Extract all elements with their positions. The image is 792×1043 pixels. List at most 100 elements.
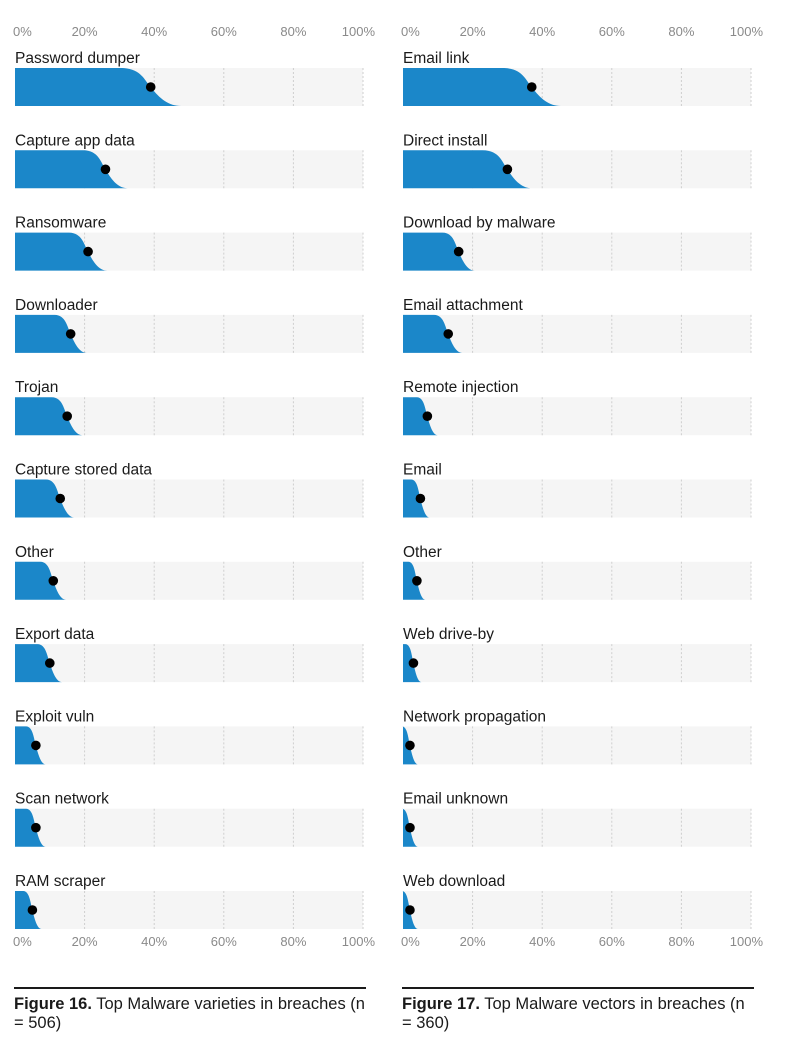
value-dot — [62, 411, 72, 422]
value-dot — [48, 576, 59, 586]
category-label: Web drive-by — [403, 626, 494, 643]
tick-label-top: 20% — [72, 24, 98, 39]
chart-panel-varieties: 0% 20% 40% 60% 80% 100% 0% 20% 40% 60% 80% 100% Pass… — [0, 0, 375, 1043]
category-label: Other — [15, 544, 54, 561]
category-label: Capture app data — [15, 132, 135, 149]
bar — [15, 644, 63, 683]
bar-track — [403, 479, 751, 518]
bar — [15, 232, 108, 271]
value-dot — [405, 740, 415, 751]
value-dot — [31, 822, 41, 833]
tick-label-top: 40% — [529, 24, 555, 39]
bar-track — [403, 726, 751, 765]
value-dot — [31, 740, 41, 751]
category-label: Scan network — [15, 791, 109, 808]
value-dot — [443, 329, 454, 339]
tick-label-bottom: 100% — [730, 934, 764, 949]
tick-label-top: 20% — [460, 24, 486, 39]
bar-track — [15, 644, 363, 683]
category-label: RAM scraper — [15, 873, 105, 890]
category-label: Capture stored data — [15, 462, 152, 479]
bar-track — [15, 726, 363, 765]
tick-label-bottom: 20% — [460, 934, 486, 949]
value-dot — [145, 82, 156, 92]
figure-caption: Figure 17. Top Malware vectors in breach… — [402, 987, 754, 1033]
bar-track — [15, 479, 363, 518]
tick-label-bottom: 60% — [211, 934, 237, 949]
tick-label-bottom: 40% — [529, 934, 555, 949]
value-dot — [453, 246, 464, 257]
category-label: Password dumper — [15, 50, 140, 67]
tick-label-top: 100% — [342, 24, 376, 39]
chart-varieties: 0% 20% 40% 60% 80% 100% 0% 20% 40% 60% 80% 100% Pass… — [13, 24, 375, 949]
tick-label-bottom: 80% — [280, 934, 306, 949]
value-dot — [415, 493, 426, 504]
category-label: Remote injection — [403, 379, 518, 396]
tick-label-top: 0% — [401, 24, 420, 39]
chart-panel-vectors: 0% 20% 40% 60% 80% 100% 0% 20% 40% 60% 80% 100% Emai… — [388, 0, 763, 1043]
value-dot — [408, 658, 419, 668]
category-label: Email unknown — [403, 791, 508, 808]
bar-track — [15, 891, 363, 929]
value-dot — [526, 82, 537, 92]
bar — [15, 561, 67, 600]
figure-number: Figure 17. — [402, 995, 480, 1013]
bar — [403, 314, 463, 353]
tick-label-bottom: 100% — [342, 934, 376, 949]
tick-label-bottom: 60% — [599, 934, 625, 949]
bar — [15, 150, 128, 189]
bar-track — [403, 397, 751, 436]
tick-label-bottom: 40% — [141, 934, 167, 949]
value-dot — [65, 329, 76, 339]
category-label: Download by malware — [403, 215, 556, 232]
bar-track — [403, 314, 751, 353]
bar — [15, 726, 46, 765]
tick-label-bottom: 20% — [72, 934, 98, 949]
bar — [15, 479, 75, 518]
bar-track — [403, 808, 751, 847]
tick-label-top: 60% — [599, 24, 625, 39]
value-dot — [100, 164, 111, 175]
value-dot — [27, 905, 38, 915]
category-label: Direct install — [403, 132, 487, 149]
bar — [15, 314, 87, 353]
figure-number: Figure 16. — [14, 995, 92, 1013]
chart-vectors: 0% 20% 40% 60% 80% 100% 0% 20% 40% 60% 80% 100% Emai… — [401, 24, 763, 949]
bar-track — [403, 891, 751, 929]
bar — [403, 232, 475, 271]
category-label: Exploit vuln — [15, 708, 94, 725]
bar — [403, 68, 561, 106]
figure-title: Top Malware varieties in breaches (n = 5… — [14, 995, 365, 1032]
tick-label-top: 80% — [280, 24, 306, 39]
value-dot — [502, 164, 513, 175]
category-label: Email attachment — [403, 297, 523, 314]
tick-label-bottom: 0% — [401, 934, 420, 949]
tick-label-top: 0% — [13, 24, 32, 39]
bar — [15, 808, 46, 847]
value-dot — [422, 411, 433, 422]
bar-track — [15, 808, 363, 847]
value-dot — [412, 576, 422, 586]
category-label: Web download — [403, 873, 505, 890]
value-dot — [45, 658, 55, 668]
tick-label-top: 40% — [141, 24, 167, 39]
tick-label-top: 100% — [730, 24, 764, 39]
category-label: Export data — [15, 626, 95, 643]
tick-label-bottom: 80% — [668, 934, 694, 949]
bar — [403, 150, 533, 189]
category-label: Downloader — [15, 297, 98, 314]
category-label: Email link — [403, 50, 470, 67]
bar — [15, 397, 83, 436]
figure-caption: Figure 16. Top Malware varieties in brea… — [14, 987, 366, 1033]
tick-label-bottom: 0% — [13, 934, 32, 949]
category-label: Email — [403, 462, 442, 479]
value-dot — [405, 822, 415, 833]
category-label: Ransomware — [15, 215, 106, 232]
bar-track — [403, 644, 751, 683]
tick-label-top: 80% — [668, 24, 694, 39]
figure-title: Top Malware vectors in breaches (n = 360… — [402, 995, 745, 1032]
value-dot — [55, 493, 66, 504]
bar-track — [15, 561, 363, 600]
category-label: Other — [403, 544, 442, 561]
category-label: Network propagation — [403, 708, 546, 725]
